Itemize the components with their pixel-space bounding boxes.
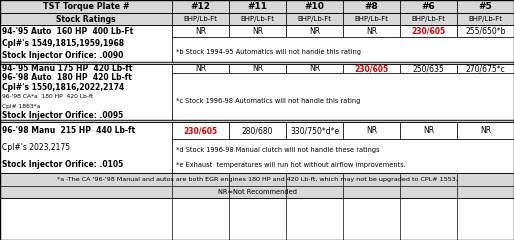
Text: NR: NR: [195, 27, 206, 36]
Text: NR: NR: [309, 64, 320, 73]
Text: #12: #12: [191, 2, 211, 11]
Text: NR: NR: [309, 27, 320, 36]
Text: Stock Ratings: Stock Ratings: [56, 14, 116, 24]
Bar: [457, 64, 514, 73]
Text: Cpl#'s 2023,2175: Cpl#'s 2023,2175: [2, 143, 70, 152]
Bar: [172, 25, 229, 37]
Bar: [343, 64, 400, 73]
Text: Stock Injector Orifice: .0105: Stock Injector Orifice: .0105: [2, 160, 123, 169]
Text: 270/675*c: 270/675*c: [466, 64, 505, 73]
Bar: [229, 13, 286, 25]
Text: NR: NR: [423, 126, 434, 135]
Text: 230/605: 230/605: [411, 27, 446, 36]
Text: 230/605: 230/605: [183, 126, 217, 135]
Text: NR: NR: [252, 27, 263, 36]
Bar: [172, 73, 514, 120]
Text: 94-'95 Manu 175 HP  420 Lb-ft: 94-'95 Manu 175 HP 420 Lb-ft: [2, 64, 133, 73]
Text: Stock Injector Orifice: .0095: Stock Injector Orifice: .0095: [2, 111, 123, 120]
Bar: [0, 122, 172, 173]
Bar: [0, 173, 514, 198]
Text: *d Stock 1996-98 Manual clutch will not handle these ratings: *d Stock 1996-98 Manual clutch will not …: [176, 147, 380, 153]
Bar: [0, 0, 172, 13]
Bar: [229, 0, 286, 13]
Text: BHP/Lb-Ft: BHP/Lb-Ft: [298, 16, 332, 22]
Text: Cpl#'s 1549,1815,1959,1968: Cpl#'s 1549,1815,1959,1968: [2, 39, 124, 48]
Text: NR: NR: [252, 64, 263, 73]
Bar: [172, 13, 229, 25]
Text: 255/650*b: 255/650*b: [465, 27, 506, 36]
Text: #8: #8: [364, 2, 378, 11]
Bar: [229, 25, 286, 37]
Bar: [0, 25, 172, 62]
Bar: [457, 122, 514, 139]
Text: 96-'98 CA*a  180 HP  420 Lb-ft: 96-'98 CA*a 180 HP 420 Lb-ft: [2, 94, 94, 99]
Text: 280/680: 280/680: [242, 126, 273, 135]
Bar: [400, 0, 457, 13]
Text: *e Exhaust  temperatures will run hot without airflow improvements.: *e Exhaust temperatures will run hot wit…: [176, 162, 406, 168]
Text: NR: NR: [366, 27, 377, 36]
Bar: [172, 37, 514, 62]
Text: Cpl#'s 1550,1816,2022,2174: Cpl#'s 1550,1816,2022,2174: [2, 83, 124, 92]
Text: TST Torque Plate #: TST Torque Plate #: [43, 2, 130, 11]
Text: BHP/Lb-Ft: BHP/Lb-Ft: [241, 16, 274, 22]
Bar: [286, 122, 343, 139]
Bar: [343, 122, 400, 139]
Text: BHP/Lb-Ft: BHP/Lb-Ft: [355, 16, 389, 22]
Bar: [286, 64, 343, 73]
Text: #5: #5: [479, 2, 492, 11]
Bar: [343, 0, 400, 13]
Text: Cpl# 1863*a: Cpl# 1863*a: [2, 103, 40, 108]
Bar: [286, 25, 343, 37]
Bar: [400, 122, 457, 139]
Bar: [0, 64, 172, 120]
Bar: [400, 64, 457, 73]
Bar: [286, 0, 343, 13]
Text: #10: #10: [305, 2, 324, 11]
Text: NR: NR: [366, 126, 377, 135]
Bar: [172, 122, 229, 139]
Text: 94-'95 Auto  160 HP  400 Lb-Ft: 94-'95 Auto 160 HP 400 Lb-Ft: [2, 27, 133, 36]
Text: NR: NR: [195, 64, 206, 73]
Text: 230/605: 230/605: [355, 64, 389, 73]
Text: 96-'98 Auto  180 HP  420 Lb-ft: 96-'98 Auto 180 HP 420 Lb-ft: [2, 73, 132, 83]
Bar: [172, 0, 229, 13]
Text: *a -The CA '96-'98 Manual and autos are both EGR engines 180 HP and 420 Lb-ft, w: *a -The CA '96-'98 Manual and autos are …: [57, 177, 457, 182]
Bar: [400, 25, 457, 37]
Text: BHP/Lb-Ft: BHP/Lb-Ft: [468, 16, 503, 22]
Bar: [229, 64, 286, 73]
Bar: [172, 64, 229, 73]
Bar: [172, 139, 514, 173]
Bar: [0, 13, 172, 25]
Text: BHP/Lb-Ft: BHP/Lb-Ft: [183, 16, 217, 22]
Text: 250/635: 250/635: [413, 64, 445, 73]
Bar: [457, 13, 514, 25]
Bar: [457, 25, 514, 37]
Text: #11: #11: [248, 2, 267, 11]
Text: 96-'98 Manu  215 HP  440 Lb-ft: 96-'98 Manu 215 HP 440 Lb-ft: [2, 126, 135, 135]
Bar: [343, 25, 400, 37]
Text: BHP/Lb-Ft: BHP/Lb-Ft: [412, 16, 446, 22]
Bar: [343, 13, 400, 25]
Text: NR: NR: [480, 126, 491, 135]
Bar: [457, 0, 514, 13]
Bar: [0, 120, 514, 122]
Text: #6: #6: [421, 2, 435, 11]
Bar: [400, 13, 457, 25]
Text: NR=Not Recommended: NR=Not Recommended: [217, 189, 297, 195]
Bar: [286, 13, 343, 25]
Text: Stock Injector Orifice: .0090: Stock Injector Orifice: .0090: [2, 51, 123, 60]
Bar: [229, 122, 286, 139]
Bar: [0, 62, 514, 64]
Text: *c Stock 1996-98 Automatics will not handle this rating: *c Stock 1996-98 Automatics will not han…: [176, 97, 360, 103]
Text: *b Stock 1994-95 Automatics will not handle this rating: *b Stock 1994-95 Automatics will not han…: [176, 49, 361, 55]
Text: 330/750*d*e: 330/750*d*e: [290, 126, 339, 135]
